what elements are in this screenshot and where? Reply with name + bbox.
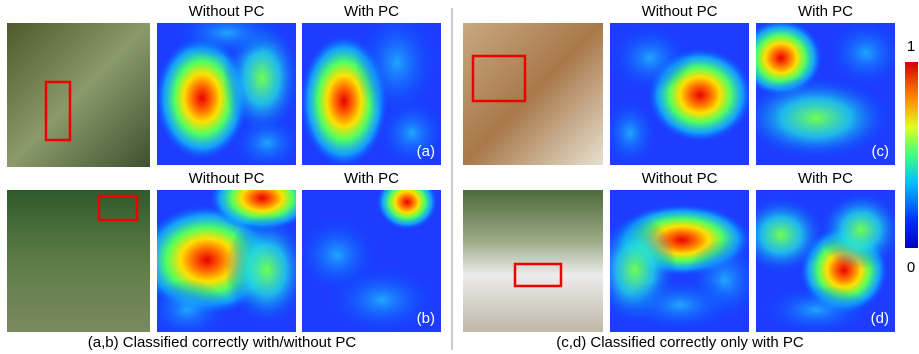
column-header: With PC [798,3,853,20]
heatmap [302,190,441,332]
panel-tag: (d) [871,310,889,327]
bbox [471,54,527,103]
heat-blob [826,23,895,88]
panel-tag: (a) [417,143,435,160]
heat-blob [326,265,438,332]
heat-blob [760,284,872,332]
heatmap [157,23,296,165]
bbox [97,194,139,222]
colorbar-min: 0 [907,259,915,276]
heat-blob [376,190,438,230]
heatmap-layer [302,190,441,332]
panel-tag: (c) [872,143,890,160]
column-header: Without PC [189,170,265,187]
heat-blob [610,98,658,165]
photo [463,23,603,165]
caption: (c,d) Classified correctly only with PC [556,334,804,351]
heatmap-layer [302,23,441,165]
heatmap [756,190,895,332]
heat-blob [171,23,283,59]
heat-blob [610,23,692,93]
heatmap-layer [610,190,749,332]
heat-blob [624,277,736,332]
column-header: With PC [344,170,399,187]
photo [7,23,150,167]
bbox [44,80,72,142]
heat-blob [230,115,296,165]
photo [7,190,150,332]
heatmap [610,23,749,165]
heat-blob [355,23,439,119]
heatmap [302,23,441,165]
heat-blob [819,190,895,270]
heat-blob [377,98,441,165]
heat-blob [756,76,893,160]
heatmap-layer [756,23,895,165]
heatmap [756,23,895,165]
heatmap-layer [756,190,895,332]
caption: (a,b) Classified correctly with/without … [88,334,357,351]
column-header: Without PC [642,3,718,20]
heat-blob [157,279,229,332]
heat-blob [756,195,826,275]
heatmap [610,190,749,332]
heat-blob [225,214,296,326]
heatmap-layer [610,23,749,165]
heatmap [157,190,296,332]
panel-tag: (b) [417,310,435,327]
colorbar [905,62,918,248]
colorbar-max: 1 [907,38,915,55]
column-header: With PC [344,3,399,20]
heatmap-layer [157,23,296,165]
column-header: With PC [798,170,853,187]
bbox [513,262,563,288]
column-header: Without PC [642,170,718,187]
heatmap-layer [157,190,296,332]
photo [463,190,603,332]
column-header: Without PC [189,3,265,20]
